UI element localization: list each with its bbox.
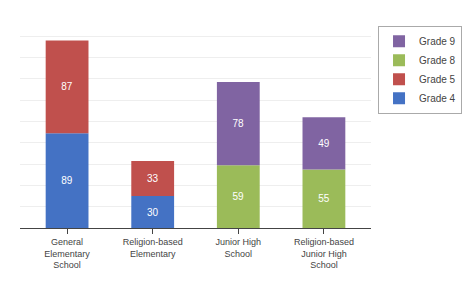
svg-text:87: 87 (61, 81, 73, 92)
svg-text:55: 55 (318, 193, 330, 204)
svg-text:Grade 5: Grade 5 (419, 74, 456, 85)
svg-text:30: 30 (147, 207, 159, 218)
svg-text:Grade 9: Grade 9 (419, 36, 456, 47)
svg-text:Junior HighSchool: Junior HighSchool (216, 237, 262, 259)
svg-text:78: 78 (233, 118, 245, 129)
svg-text:49: 49 (318, 138, 330, 149)
svg-text:33: 33 (147, 173, 159, 184)
svg-text:Grade 8: Grade 8 (419, 55, 456, 66)
svg-text:89: 89 (61, 175, 73, 186)
svg-text:Religion-basedElementary: Religion-basedElementary (123, 237, 183, 259)
svg-text:Grade 4: Grade 4 (419, 93, 456, 104)
svg-text:GeneralElementarySchool: GeneralElementarySchool (44, 237, 90, 270)
svg-text:Religion-basedJunior HighSchoo: Religion-basedJunior HighSchool (294, 237, 354, 270)
svg-text:59: 59 (233, 191, 245, 202)
